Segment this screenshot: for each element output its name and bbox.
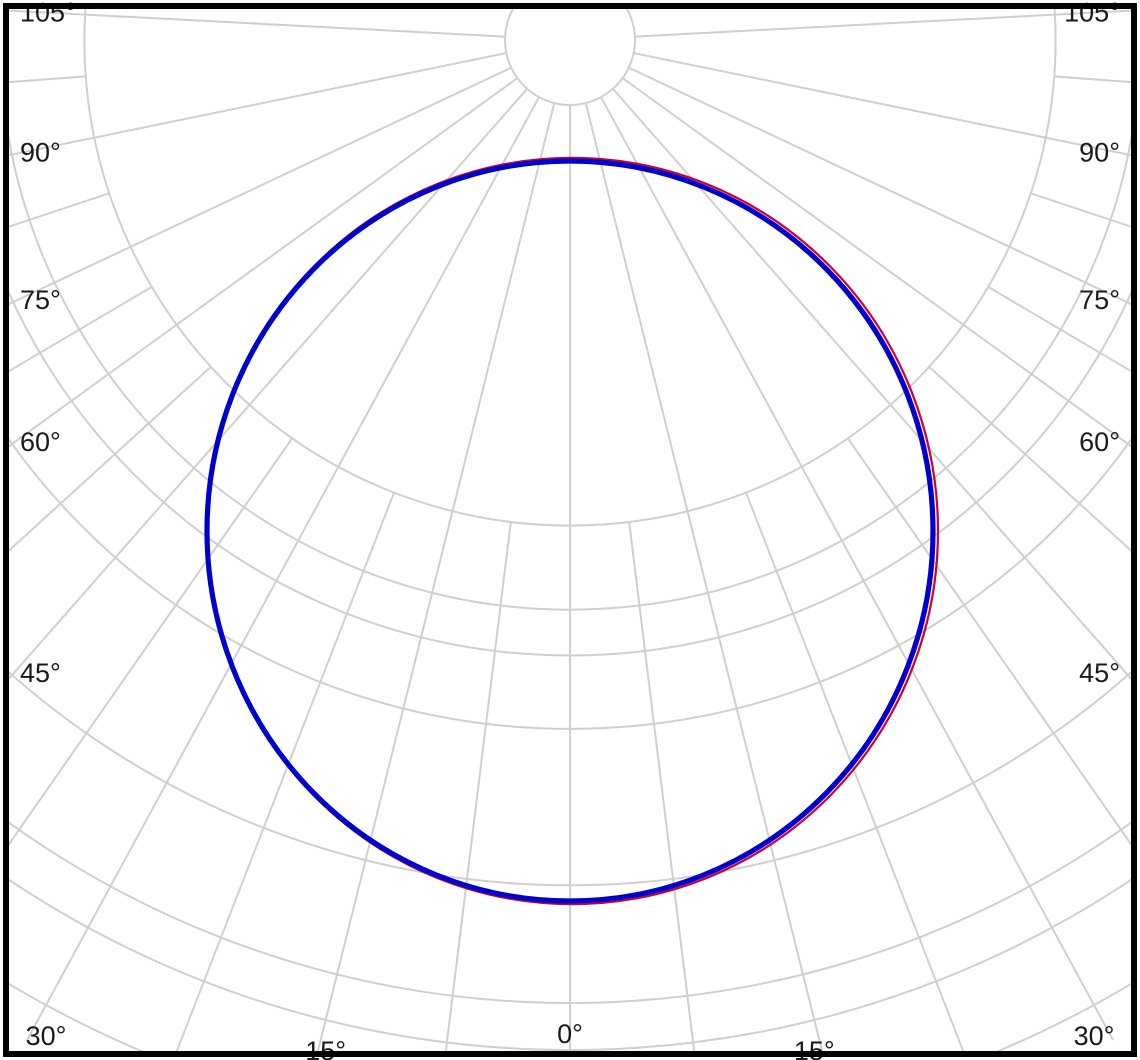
svg-text:30°: 30° [26,1021,67,1051]
svg-text:45°: 45° [20,658,61,688]
svg-text:60°: 60° [1079,427,1120,457]
svg-text:0°: 0° [557,1019,583,1049]
svg-text:30°: 30° [1074,1021,1115,1051]
svg-text:60°: 60° [20,427,61,457]
svg-text:75°: 75° [20,285,61,315]
svg-text:90°: 90° [1079,138,1120,168]
svg-text:45°: 45° [1079,658,1120,688]
svg-text:90°: 90° [20,138,61,168]
svg-text:75°: 75° [1079,285,1120,315]
